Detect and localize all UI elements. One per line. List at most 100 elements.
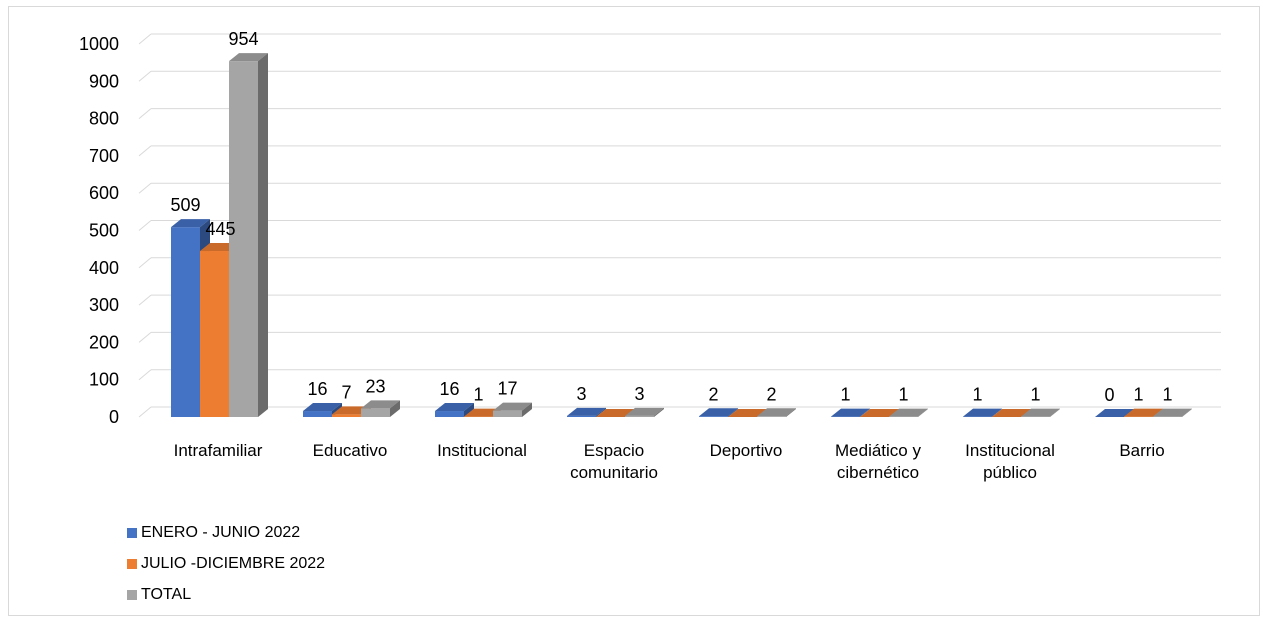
data-label: 1	[972, 385, 982, 405]
chart-area: 0 100 200 300 400 500 600 700 800 900 1000 509 445 9…	[8, 6, 1260, 616]
data-label: 509	[170, 195, 200, 215]
x-tick-label-line: comunitario	[570, 463, 658, 482]
bar-side	[1182, 408, 1192, 417]
gridline	[138, 220, 152, 231]
bar	[1095, 409, 1134, 417]
data-label: 1	[1133, 385, 1143, 405]
x-tick-label-line: Mediático y	[835, 441, 921, 460]
bar-front	[493, 410, 522, 417]
bar	[860, 409, 899, 417]
legend-swatch	[127, 527, 137, 538]
data-label: 954	[228, 29, 258, 49]
bar	[625, 407, 664, 417]
data-label: 1	[473, 385, 483, 405]
bar-top	[435, 403, 474, 412]
y-tick-label: 400	[89, 258, 119, 278]
bar-top	[963, 408, 1002, 417]
bar	[889, 408, 928, 417]
bar-top	[361, 400, 400, 409]
x-tick-label-line: Institucional	[437, 441, 527, 460]
bar-side	[522, 402, 532, 417]
data-label: 1	[1030, 385, 1040, 405]
y-tick-label: 0	[109, 407, 119, 427]
legend-swatch	[127, 589, 137, 600]
data-label: 1	[898, 385, 908, 405]
x-tick-label-line: público	[983, 463, 1037, 482]
bar	[596, 409, 635, 417]
bar-top	[171, 219, 210, 228]
bar-front	[699, 416, 728, 417]
bar-top	[1124, 408, 1163, 417]
bar	[1021, 408, 1060, 417]
data-label: 445	[205, 219, 235, 239]
gridline	[138, 145, 152, 157]
bar	[699, 408, 738, 417]
bar-front	[171, 227, 200, 417]
bar-top	[1021, 408, 1060, 417]
data-label: 2	[708, 384, 718, 404]
gridline	[138, 369, 152, 381]
bar	[567, 407, 606, 417]
bar-front	[567, 415, 596, 417]
y-tick-label: 200	[89, 332, 119, 352]
bar	[435, 403, 474, 417]
bar	[1153, 408, 1192, 417]
bar	[963, 408, 1002, 417]
bar-side	[464, 403, 474, 417]
bar-side	[992, 408, 1002, 417]
y-axis-ticks: 0 100 200 300 400 500 600 700 800 900 1000	[79, 34, 119, 427]
data-label: 1	[1162, 385, 1172, 405]
y-tick-label: 300	[89, 295, 119, 315]
x-tick-label-line: Espacio	[584, 441, 644, 460]
bar-top	[493, 402, 532, 411]
legend-item-series-2: JULIO -DICIEMBRE 2022	[127, 548, 325, 579]
bar-top	[229, 53, 268, 62]
bar-side	[918, 408, 928, 417]
x-tick-label: Deportivo	[710, 441, 783, 460]
gridline	[138, 108, 152, 119]
x-tick-label: Barrio	[1119, 441, 1164, 460]
legend-label: ENERO - JUNIO 2022	[141, 523, 301, 541]
bar-top	[889, 408, 928, 417]
gridlines	[138, 33, 1221, 418]
gridline	[138, 332, 152, 343]
x-tick-label-line: Barrio	[1119, 441, 1164, 460]
legend-label: TOTAL	[141, 585, 192, 603]
bar-top	[757, 408, 796, 417]
bar-front	[361, 408, 390, 417]
bar-top	[625, 407, 664, 416]
bar	[229, 53, 268, 418]
x-tick-label: Institucional público	[965, 441, 1055, 482]
bar-top	[992, 409, 1031, 417]
bar-top	[596, 409, 635, 417]
bar-side	[1050, 408, 1060, 417]
y-tick-label: 500	[89, 221, 119, 241]
x-tick-label: Mediático y cibernético	[835, 441, 921, 482]
bar-front	[332, 414, 361, 417]
data-label: 16	[307, 379, 327, 399]
bar-side	[860, 408, 870, 417]
x-tick-label: Intrafamiliar	[174, 441, 263, 460]
bar	[757, 408, 796, 417]
x-tick-label-line: Intrafamiliar	[174, 441, 263, 460]
data-label: 3	[634, 384, 644, 404]
bar-front	[200, 251, 229, 417]
x-tick-label-line: Institucional	[965, 441, 1055, 460]
bar	[361, 400, 400, 417]
x-tick-label: Institucional	[437, 441, 527, 460]
data-label: 2	[766, 384, 776, 404]
y-tick-label: 1000	[79, 34, 119, 54]
x-tick-label-line: Deportivo	[710, 441, 783, 460]
x-axis-categories: Intrafamiliar Educativo Institucional Espac…	[174, 441, 1165, 482]
x-tick-label-line: Educativo	[313, 441, 388, 460]
y-tick-label: 600	[89, 183, 119, 203]
bar-side	[258, 53, 268, 418]
bar	[992, 409, 1031, 417]
legend-item-series-1: ENERO - JUNIO 2022	[127, 517, 325, 548]
bar-side	[786, 408, 796, 417]
y-tick-label: 800	[89, 109, 119, 129]
bar	[831, 408, 870, 417]
bar-top	[1095, 409, 1134, 417]
